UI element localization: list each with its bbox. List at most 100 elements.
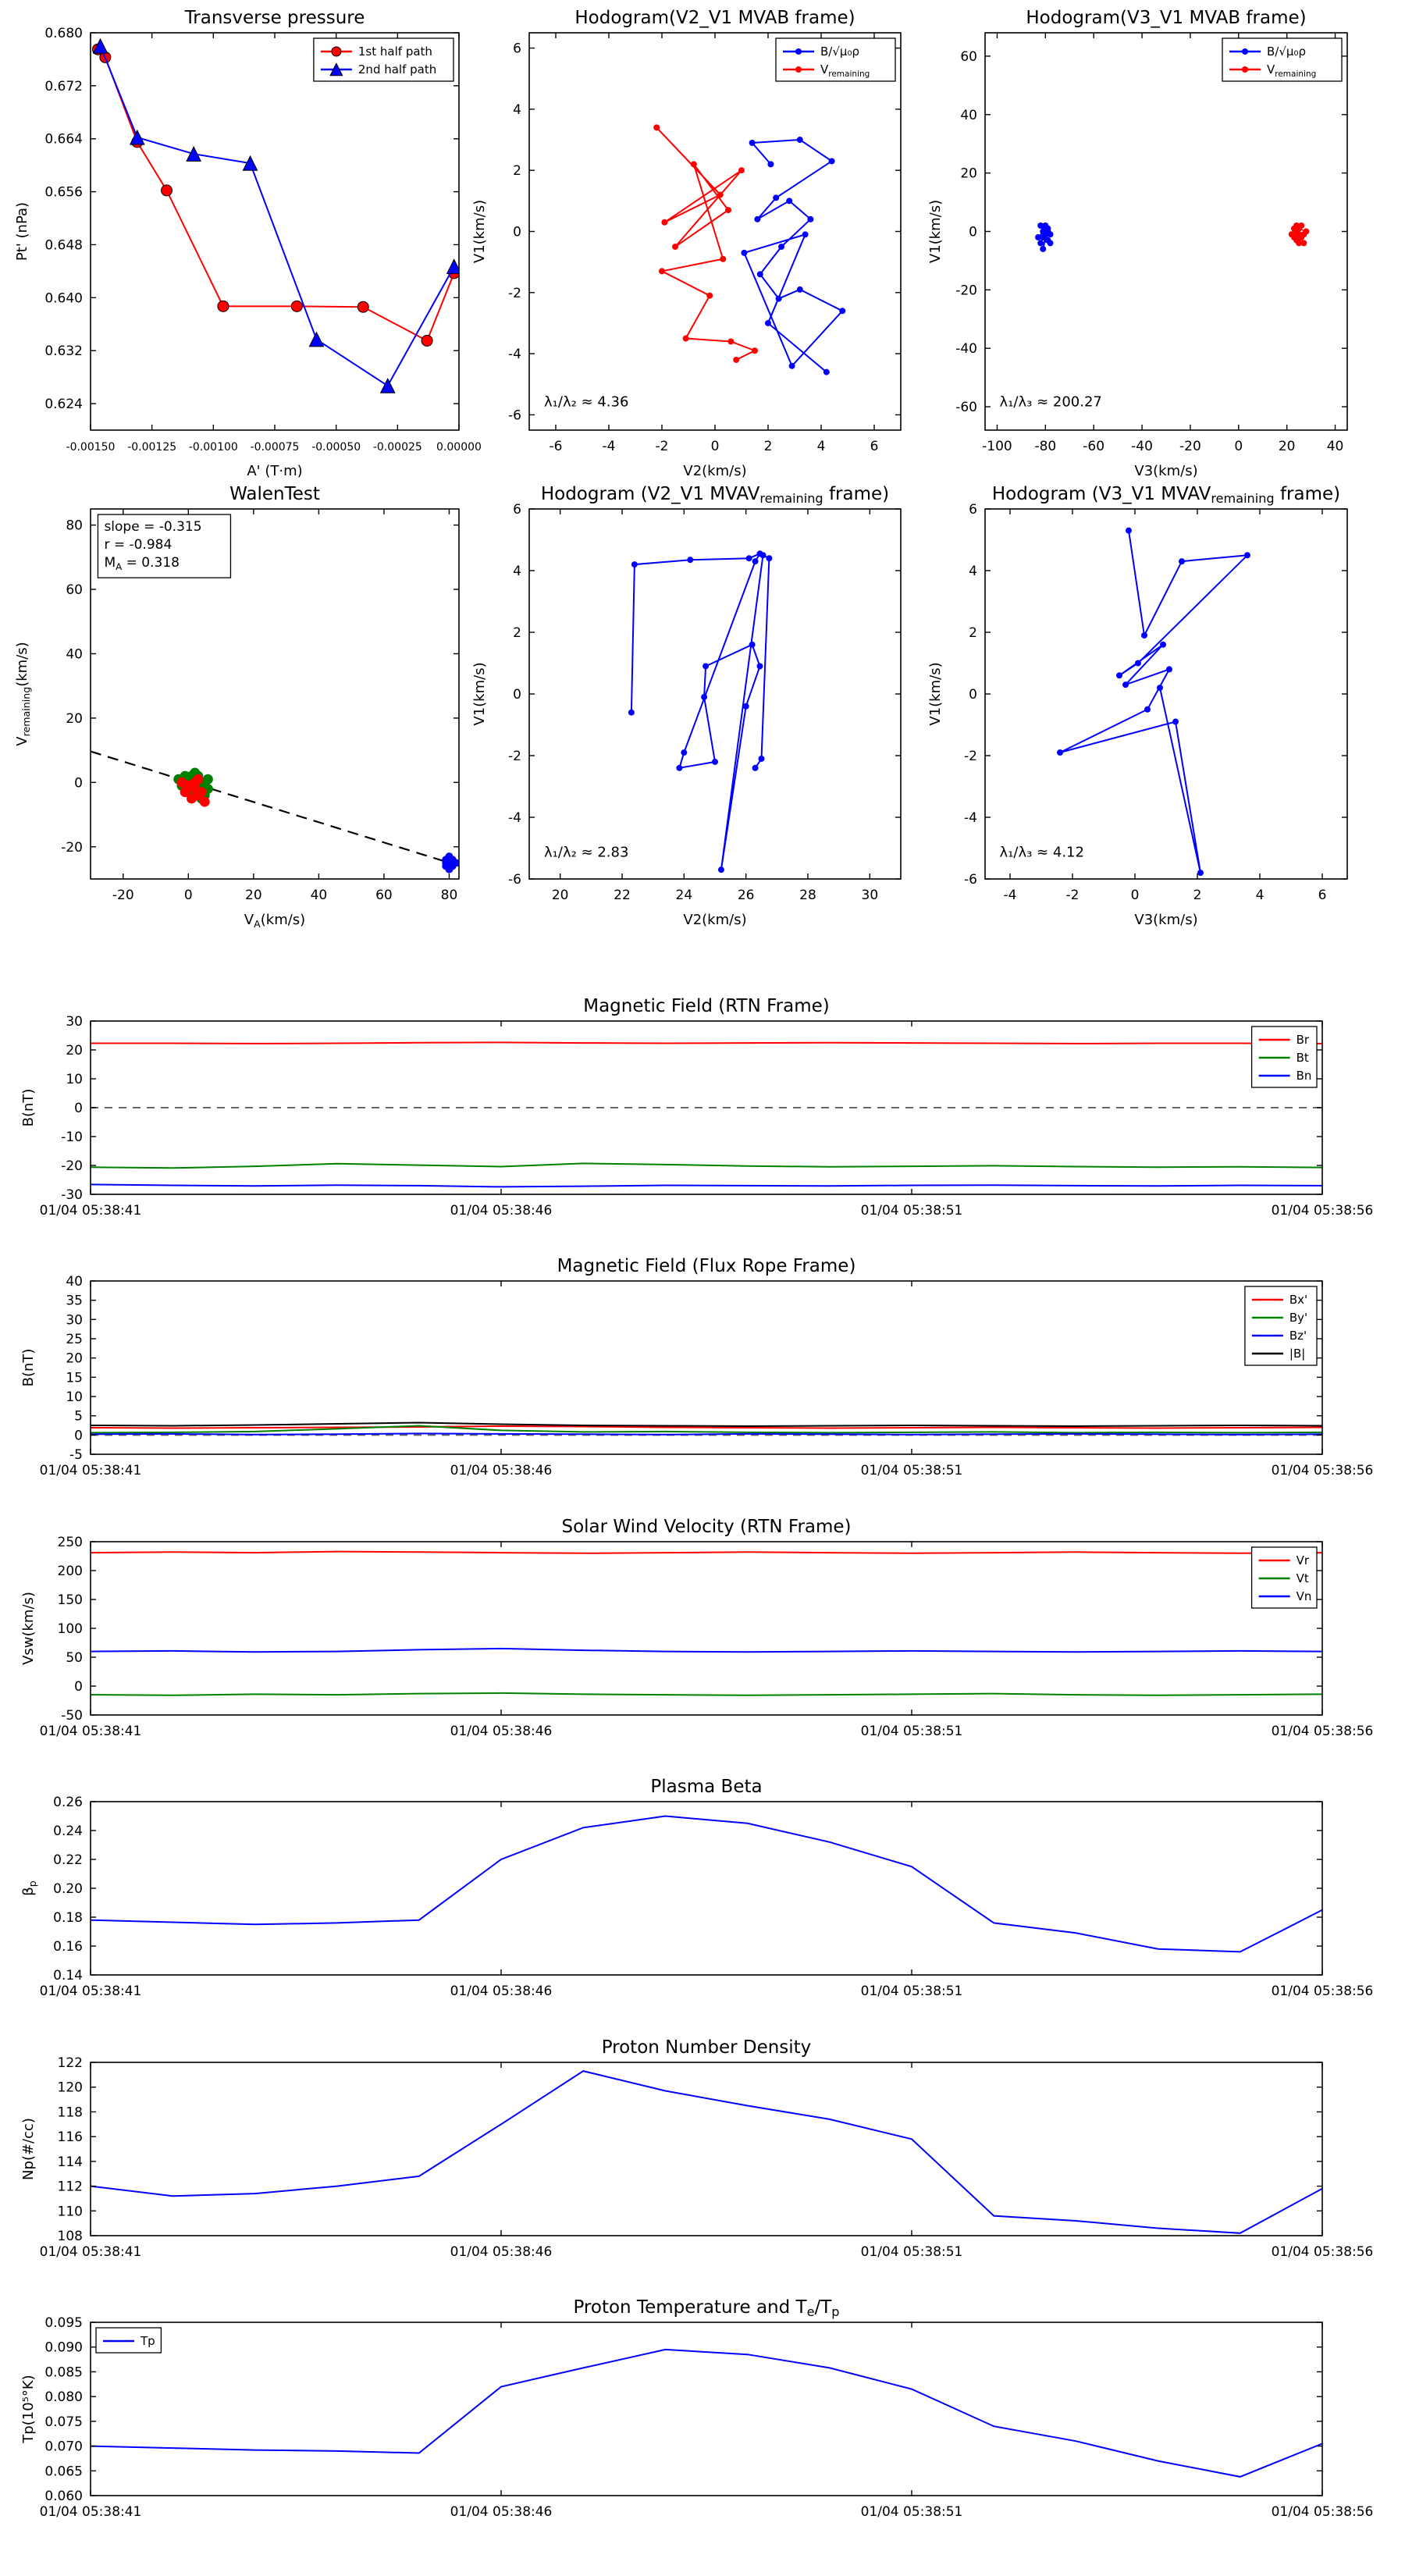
panel-proton-density: 01/04 05:38:41 01/04 05:38:46 01/04 05:38:…	[20, 2037, 1373, 2260]
svg-text:0.16: 0.16	[53, 1939, 83, 1955]
y-axis-label: Vremaining(km/s)	[14, 642, 32, 745]
series-walen-fit-line	[91, 750, 459, 867]
svg-text:0: 0	[711, 439, 720, 454]
svg-text:-4: -4	[603, 439, 616, 454]
svg-text:01/04 05:38:51: 01/04 05:38:51	[861, 1724, 963, 1739]
svg-text:Bn: Bn	[1297, 1069, 1312, 1083]
svg-text:6: 6	[513, 41, 521, 57]
svg-text:Vremaining: Vremaining	[1267, 62, 1316, 79]
series-Vn	[91, 1647, 1322, 1653]
svg-text:-4: -4	[508, 347, 521, 362]
svg-text:01/04 05:38:41: 01/04 05:38:41	[40, 2504, 142, 2520]
svg-text:40: 40	[1327, 439, 1344, 454]
x-axis-label: A' (T·m)	[247, 463, 302, 479]
svg-text:01/04 05:38:56: 01/04 05:38:56	[1272, 2504, 1374, 2520]
svg-text:22: 22	[614, 888, 631, 903]
series-V-hodogram	[628, 550, 773, 873]
svg-text:35: 35	[66, 1293, 83, 1309]
y-axis-label: Np(#/cc)	[20, 2118, 37, 2180]
svg-text:0.656: 0.656	[44, 185, 83, 201]
series-1st half path	[91, 43, 459, 347]
svg-text:20: 20	[245, 888, 262, 903]
svg-text:40: 40	[311, 888, 328, 903]
svg-text:0: 0	[513, 225, 521, 240]
svg-text:250: 250	[58, 1535, 83, 1550]
y-axis-label: V1(km/s)	[927, 200, 944, 263]
panel-vsw-rtn: 01/04 05:38:41 01/04 05:38:46 01/04 05:38:…	[20, 1517, 1373, 1739]
panel-title: Solar Wind Velocity (RTN Frame)	[561, 1517, 851, 1537]
axis-ticks: 01/04 05:38:41 01/04 05:38:46 01/04 05:38:…	[40, 2055, 1374, 2260]
svg-text:01/04 05:38:56: 01/04 05:38:56	[1272, 1984, 1374, 1999]
svg-text:Vr: Vr	[1297, 1553, 1310, 1567]
svg-text:2nd half path: 2nd half path	[358, 62, 436, 76]
svg-text:-30: -30	[61, 1187, 83, 1203]
svg-text:01/04 05:38:41: 01/04 05:38:41	[40, 2244, 142, 2260]
svg-text:01/04 05:38:46: 01/04 05:38:46	[450, 1463, 553, 1478]
axes-frame	[90, 1541, 1323, 1716]
svg-text:80: 80	[441, 888, 458, 903]
legend: Bx' By' Bz' |B|	[1244, 1286, 1318, 1366]
svg-text:Bt: Bt	[1297, 1051, 1309, 1065]
svg-text:0: 0	[184, 888, 193, 903]
svg-text:24: 24	[676, 888, 693, 903]
svg-text:0.632: 0.632	[44, 343, 83, 359]
annotation: λ₁/λ₃ ≈ 200.27	[1000, 393, 1102, 410]
annotation: λ₁/λ₃ ≈ 4.12	[1000, 845, 1084, 861]
svg-text:01/04 05:38:46: 01/04 05:38:46	[450, 1984, 553, 1999]
axis-ticks: -20 0 20 40 60 80 -20 0 20 40 60 80	[61, 509, 459, 903]
svg-text:|B|: |B|	[1289, 1347, 1305, 1361]
series-Bx'	[91, 1425, 1322, 1429]
svg-text:01/04 05:38:56: 01/04 05:38:56	[1272, 1203, 1374, 1219]
svg-text:B/√μ₀ρ: B/√μ₀ρ	[820, 44, 859, 59]
svg-text:108: 108	[58, 2229, 83, 2244]
series-B-hodogram	[1035, 222, 1054, 252]
legend: Vr Vt Vn	[1250, 1546, 1318, 1609]
svg-text:-2: -2	[1066, 888, 1080, 903]
axes-frame	[528, 508, 902, 880]
svg-text:0.070: 0.070	[44, 2439, 83, 2455]
svg-text:5: 5	[74, 1409, 83, 1425]
svg-text:0.20: 0.20	[53, 1881, 83, 1897]
svg-text:-6: -6	[964, 872, 977, 888]
svg-text:0: 0	[1234, 439, 1243, 454]
legend: Tp	[95, 2327, 162, 2354]
svg-text:4: 4	[969, 564, 977, 579]
series-By'	[91, 1425, 1322, 1434]
svg-text:2: 2	[969, 625, 977, 641]
svg-text:Vt: Vt	[1297, 1571, 1309, 1585]
series-Np	[91, 2070, 1322, 2234]
annotation: λ₁/λ₂ ≈ 2.83	[544, 845, 628, 861]
svg-text:30: 30	[862, 888, 879, 903]
svg-text:-4: -4	[508, 810, 521, 826]
x-axis-label: VA(km/s)	[244, 912, 305, 930]
svg-text:-2: -2	[964, 749, 977, 764]
svg-text:01/04 05:38:56: 01/04 05:38:56	[1272, 1724, 1374, 1739]
series-second-half-points	[176, 774, 210, 807]
svg-text:-2: -2	[656, 439, 669, 454]
svg-text:6: 6	[870, 439, 879, 454]
svg-text:4: 4	[513, 564, 521, 579]
panel-plasma-beta: 01/04 05:38:41 01/04 05:38:46 01/04 05:38:…	[20, 1777, 1373, 1999]
svg-text:116: 116	[58, 2129, 83, 2145]
svg-text:100: 100	[58, 1621, 83, 1637]
svg-text:-20: -20	[61, 840, 83, 856]
svg-text:0.075: 0.075	[44, 2414, 83, 2430]
svg-text:40: 40	[66, 1274, 83, 1290]
svg-text:-40: -40	[955, 341, 977, 357]
svg-text:2: 2	[513, 625, 521, 641]
svg-text:0.26: 0.26	[53, 1795, 83, 1810]
svg-text:01/04 05:38:56: 01/04 05:38:56	[1272, 1463, 1374, 1478]
svg-text:0.648: 0.648	[44, 237, 83, 253]
panel-title: Transverse pressure	[184, 8, 365, 28]
svg-text:0.14: 0.14	[53, 1968, 83, 1984]
svg-text:-6: -6	[508, 407, 521, 423]
panel-mag-fluxrope: 01/04 05:38:41 01/04 05:38:46 01/04 05:38:…	[20, 1256, 1373, 1478]
svg-text:01/04 05:38:41: 01/04 05:38:41	[40, 1463, 142, 1478]
svg-text:-50: -50	[61, 1708, 83, 1724]
svg-text:01/04 05:38:56: 01/04 05:38:56	[1272, 2244, 1374, 2260]
series-beta-p	[91, 1815, 1322, 1953]
panel-title: Plasma Beta	[650, 1777, 762, 1797]
svg-text:118: 118	[58, 2105, 83, 2120]
panel-proton-temp: 01/04 05:38:41 01/04 05:38:46 01/04 05:38:…	[20, 2297, 1373, 2520]
